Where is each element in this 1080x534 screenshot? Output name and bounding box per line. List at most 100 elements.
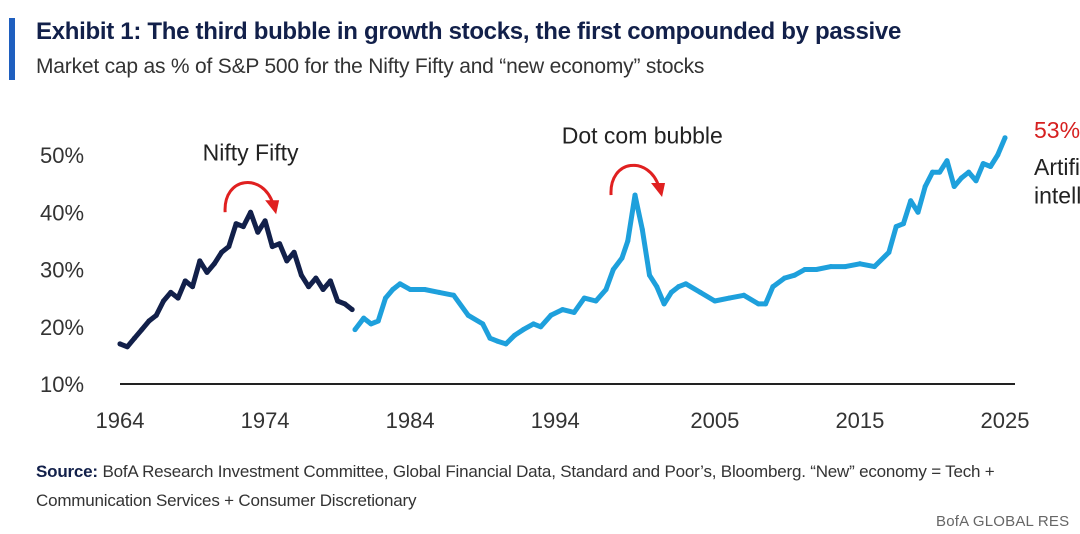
data-point-nifty — [211, 261, 217, 267]
data-point-new_economy — [802, 267, 808, 272]
data-point-new_economy — [937, 169, 943, 175]
data-point-new_economy — [465, 312, 471, 318]
data-point-new_economy — [422, 287, 428, 293]
data-point-new_economy — [712, 298, 718, 304]
data-point-nifty — [190, 284, 196, 290]
data-point-new_economy — [668, 289, 674, 295]
data-point-new_economy — [661, 301, 667, 307]
data-point-nifty — [306, 284, 312, 290]
source-note: Source: BofA Research Investment Committ… — [36, 457, 1076, 515]
data-point-new_economy — [512, 332, 518, 338]
data-point-new_economy — [530, 321, 536, 327]
data-point-new_economy — [480, 321, 486, 327]
x-tick-label: 1964 — [96, 408, 145, 433]
curved-arrow-icon — [609, 163, 661, 196]
data-point-nifty — [291, 249, 297, 255]
x-tick-label: 2015 — [835, 408, 884, 433]
data-point-new_economy — [813, 267, 819, 272]
data-point-new_economy — [436, 289, 442, 295]
data-point-nifty — [124, 344, 130, 350]
data-point-new_economy — [726, 295, 732, 301]
data-point-new_economy — [697, 289, 703, 295]
data-point-nifty — [320, 287, 326, 293]
data-point-nifty — [168, 289, 174, 295]
data-points — [117, 135, 1008, 350]
chart-title: Exhibit 1: The third bubble in growth st… — [36, 18, 901, 45]
chart-canvas: 50% 40% 30% 20% 10% 1964 1974 1984 1994 2005 2015… — [40, 117, 1080, 433]
data-point-new_economy — [915, 209, 921, 215]
data-point-nifty — [342, 301, 348, 307]
x-tick-label: 1974 — [241, 408, 290, 433]
data-point-new_economy — [900, 221, 906, 227]
data-point-new_economy — [973, 178, 979, 184]
data-point-new_economy — [548, 312, 554, 318]
annotation-nifty-fifty: Nifty Fifty — [203, 140, 299, 166]
brand-footer: BofA GLOBAL RES — [936, 513, 1070, 530]
series-line-new-economy — [352, 135, 1008, 347]
data-point-nifty — [240, 224, 246, 230]
x-tick-label: 2025 — [981, 408, 1030, 433]
data-point-new_economy — [1002, 135, 1008, 141]
data-point-new_economy — [763, 301, 769, 307]
data-point-nifty — [349, 307, 355, 313]
annotation-ai-line1: Artifici — [1034, 154, 1080, 180]
data-point-new_economy — [871, 264, 877, 270]
data-point-nifty — [269, 244, 275, 250]
data-point-new_economy — [958, 175, 964, 181]
annotation-latest-value: 53% — [1034, 117, 1080, 143]
data-point-nifty — [284, 258, 290, 264]
data-point-new_economy — [886, 249, 892, 255]
data-point-new_economy — [987, 163, 993, 169]
data-point-new_economy — [397, 281, 403, 287]
data-point-nifty — [226, 244, 232, 250]
curved-arrow-icon — [223, 181, 275, 213]
data-point-new_economy — [494, 338, 500, 344]
x-tick-label: 1984 — [386, 408, 435, 433]
data-point-new_economy — [560, 307, 565, 313]
annotation-ai-line2: intellige — [1034, 183, 1080, 209]
data-point-nifty — [277, 241, 283, 247]
data-point-nifty — [197, 258, 203, 264]
data-point-new_economy — [922, 183, 928, 189]
y-tick-label: 40% — [40, 200, 84, 225]
data-point-nifty — [175, 295, 181, 301]
arrow-head-icon — [265, 200, 280, 215]
data-point-new_economy — [908, 198, 914, 204]
data-point-new_economy — [520, 327, 526, 333]
data-point-new_economy — [951, 183, 957, 189]
y-tick-labels: 50% 40% 30% 20% 10% — [40, 143, 84, 397]
data-point-new_economy — [619, 255, 625, 261]
data-point-new_economy — [676, 284, 682, 290]
data-point-new_economy — [654, 284, 660, 290]
chart-subtitle: Market cap as % of S&P 500 for the Nifty… — [36, 55, 705, 78]
data-point-nifty — [298, 272, 304, 278]
data-point-nifty — [146, 318, 152, 324]
data-point-new_economy — [603, 287, 609, 293]
source-label: Source: — [36, 462, 98, 481]
y-tick-label: 50% — [40, 143, 84, 168]
data-point-nifty — [335, 298, 341, 304]
data-point-new_economy — [893, 224, 899, 230]
data-point-new_economy — [770, 284, 776, 290]
annotation-dot-com-bubble: Dot com bubble — [562, 123, 723, 149]
data-point-nifty — [255, 229, 261, 235]
data-point-new_economy — [781, 275, 787, 281]
data-point-new_economy — [647, 272, 653, 278]
x-tick-label: 2005 — [690, 408, 739, 433]
data-point-new_economy — [792, 272, 798, 278]
data-point-nifty — [233, 221, 239, 227]
data-point-nifty — [132, 335, 138, 341]
data-point-new_economy — [610, 267, 616, 272]
data-point-new_economy — [625, 238, 631, 244]
data-point-new_economy — [593, 298, 599, 304]
data-point-new_economy — [407, 287, 413, 293]
data-point-new_economy — [538, 324, 544, 330]
data-point-new_economy — [929, 169, 935, 175]
data-point-new_economy — [741, 292, 747, 298]
data-point-new_economy — [487, 335, 493, 341]
data-point-new_economy — [581, 295, 587, 301]
data-point-new_economy — [966, 169, 972, 175]
data-point-nifty — [248, 209, 254, 215]
data-point-new_economy — [361, 315, 367, 321]
arrow-head-icon — [651, 183, 666, 198]
